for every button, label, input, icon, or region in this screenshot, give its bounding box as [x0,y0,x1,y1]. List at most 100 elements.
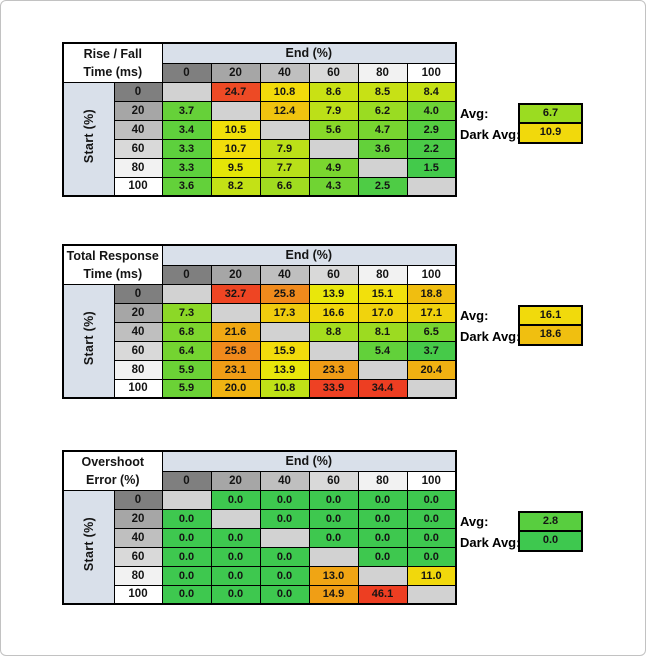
value-cell[interactable]: 0.0 [308,489,359,510]
row-header-cell[interactable]: 40 [113,321,163,342]
diagonal-blank-cell[interactable] [357,359,408,380]
value-cell[interactable]: 21.6 [210,321,261,342]
value-cell[interactable]: 33.9 [308,378,359,399]
value-cell[interactable]: 4.7 [357,119,408,140]
value-cell[interactable]: 0.0 [259,546,310,567]
value-cell[interactable]: 4.9 [308,157,359,178]
col-header-cell[interactable]: 100 [406,62,457,83]
avg-value-cell[interactable]: 16.1 [518,305,583,326]
value-cell[interactable]: 0.0 [210,489,261,510]
dark-avg-value-cell[interactable]: 0.0 [518,532,583,552]
row-header-cell[interactable]: 20 [113,302,163,323]
value-cell[interactable]: 12.4 [259,100,310,121]
diagonal-blank-cell[interactable] [259,527,310,548]
value-cell[interactable]: 8.6 [308,81,359,102]
col-header-cell[interactable]: 40 [259,470,310,491]
value-cell[interactable]: 8.4 [406,81,457,102]
value-cell[interactable]: 9.5 [210,157,261,178]
value-cell[interactable]: 24.7 [210,81,261,102]
row-header-cell[interactable]: 80 [113,359,163,380]
value-cell[interactable]: 18.8 [406,283,457,304]
diagonal-blank-cell[interactable] [210,302,261,323]
value-cell[interactable]: 13.9 [259,359,310,380]
row-header-cell[interactable]: 60 [113,138,163,159]
value-cell[interactable]: 0.0 [259,489,310,510]
diagonal-blank-cell[interactable] [259,119,310,140]
value-cell[interactable]: 0.0 [161,565,212,586]
value-cell[interactable]: 8.8 [308,321,359,342]
value-cell[interactable]: 13.9 [308,283,359,304]
value-cell[interactable]: 0.0 [357,546,408,567]
value-cell[interactable]: 7.3 [161,302,212,323]
col-header-cell[interactable]: 80 [357,264,408,285]
value-cell[interactable]: 2.5 [357,176,408,197]
value-cell[interactable]: 25.8 [259,283,310,304]
row-header-cell[interactable]: 20 [113,508,163,529]
value-cell[interactable]: 0.0 [308,527,359,548]
value-cell[interactable]: 0.0 [259,565,310,586]
row-header-cell[interactable]: 100 [113,584,163,605]
dark-avg-value-cell[interactable]: 18.6 [518,326,583,346]
avg-value-cell[interactable]: 6.7 [518,103,583,124]
value-cell[interactable]: 5.9 [161,378,212,399]
col-header-cell[interactable]: 0 [161,264,212,285]
row-header-cell[interactable]: 0 [113,489,163,510]
table-title[interactable]: Overshoot Error (%) [62,450,163,491]
value-cell[interactable]: 6.5 [406,321,457,342]
avg-value-cell[interactable]: 2.8 [518,511,583,532]
value-cell[interactable]: 0.0 [210,584,261,605]
diagonal-blank-cell[interactable] [406,378,457,399]
col-header-cell[interactable]: 60 [308,470,359,491]
row-header-cell[interactable]: 0 [113,81,163,102]
value-cell[interactable]: 20.4 [406,359,457,380]
row-header-cell[interactable]: 0 [113,283,163,304]
value-cell[interactable]: 46.1 [357,584,408,605]
value-cell[interactable]: 0.0 [161,584,212,605]
value-cell[interactable]: 3.4 [161,119,212,140]
diagonal-blank-cell[interactable] [161,81,212,102]
col-header-cell[interactable]: 60 [308,62,359,83]
value-cell[interactable]: 6.8 [161,321,212,342]
value-cell[interactable]: 4.3 [308,176,359,197]
col-header-cell[interactable]: 60 [308,264,359,285]
value-cell[interactable]: 0.0 [406,527,457,548]
col-header-cell[interactable]: 100 [406,470,457,491]
value-cell[interactable]: 7.7 [259,157,310,178]
value-cell[interactable]: 7.9 [259,138,310,159]
value-cell[interactable]: 0.0 [161,508,212,529]
value-cell[interactable]: 34.4 [357,378,408,399]
value-cell[interactable]: 6.2 [357,100,408,121]
diagonal-blank-cell[interactable] [259,321,310,342]
col-header-cell[interactable]: 20 [210,264,261,285]
table-title[interactable]: Total Response Time (ms) [62,244,163,285]
row-header-cell[interactable]: 100 [113,378,163,399]
value-cell[interactable]: 0.0 [406,546,457,567]
row-header-cell[interactable]: 60 [113,546,163,567]
diagonal-blank-cell[interactable] [308,340,359,361]
value-cell[interactable]: 5.6 [308,119,359,140]
value-cell[interactable]: 2.9 [406,119,457,140]
diagonal-blank-cell[interactable] [210,508,261,529]
diagonal-blank-cell[interactable] [406,176,457,197]
diagonal-blank-cell[interactable] [308,546,359,567]
value-cell[interactable]: 0.0 [357,489,408,510]
diagonal-blank-cell[interactable] [161,489,212,510]
value-cell[interactable]: 0.0 [406,489,457,510]
value-cell[interactable]: 0.0 [259,508,310,529]
value-cell[interactable]: 8.5 [357,81,408,102]
col-header-cell[interactable]: 0 [161,470,212,491]
diagonal-blank-cell[interactable] [210,100,261,121]
value-cell[interactable]: 0.0 [308,508,359,529]
value-cell[interactable]: 3.6 [357,138,408,159]
col-header-cell[interactable]: 20 [210,62,261,83]
dark-avg-value-cell[interactable]: 10.9 [518,124,583,144]
value-cell[interactable]: 16.6 [308,302,359,323]
value-cell[interactable]: 17.3 [259,302,310,323]
value-cell[interactable]: 3.3 [161,138,212,159]
value-cell[interactable]: 23.1 [210,359,261,380]
diagonal-blank-cell[interactable] [406,584,457,605]
col-header-cell[interactable]: 80 [357,62,408,83]
value-cell[interactable]: 32.7 [210,283,261,304]
value-cell[interactable]: 6.4 [161,340,212,361]
value-cell[interactable]: 6.6 [259,176,310,197]
